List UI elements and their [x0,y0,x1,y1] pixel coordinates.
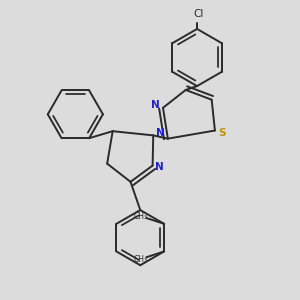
Text: CH₃: CH₃ [134,212,148,220]
Text: Cl: Cl [194,9,204,19]
Text: CH₃: CH₃ [134,255,148,264]
Text: S: S [218,128,226,138]
Text: N: N [156,128,165,138]
Text: N: N [152,100,160,110]
Text: N: N [155,162,164,172]
